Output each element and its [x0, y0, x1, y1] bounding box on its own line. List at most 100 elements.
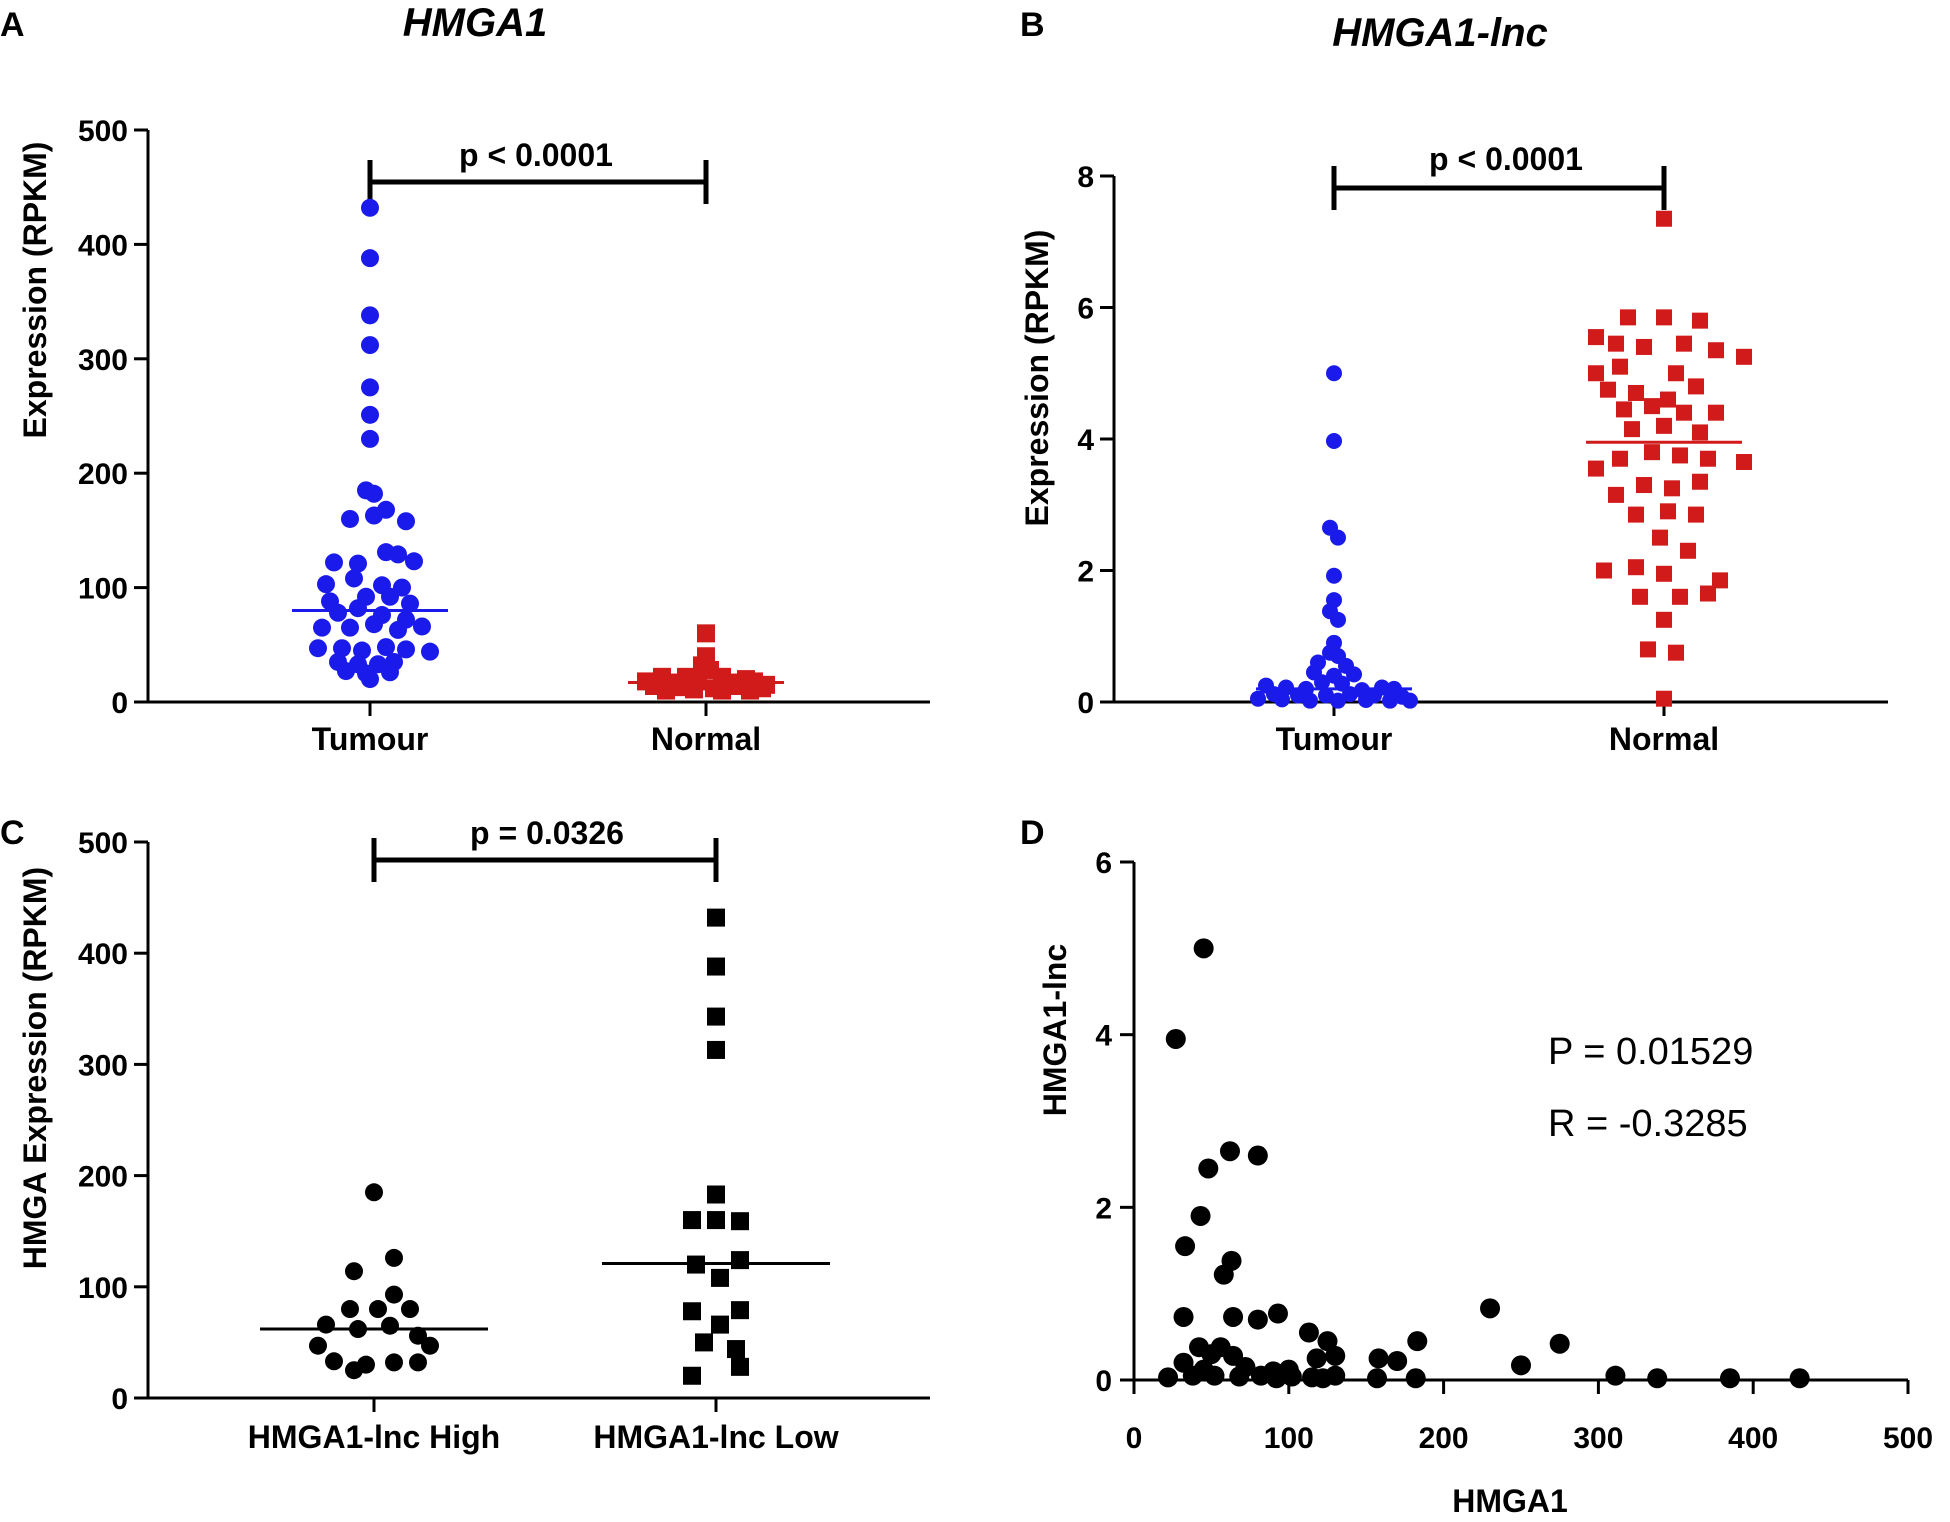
panel-b-y-tick-label: 4: [1077, 424, 1094, 457]
panel-b-normal-point: [1676, 335, 1692, 352]
panel-b-normal-point: [1660, 503, 1676, 520]
panel-a-tumour-point: [361, 378, 379, 397]
panel-a-tumour-point: [309, 639, 327, 658]
panel-b-tumour-point: [1290, 687, 1306, 704]
panel-d-scatter-point: [1306, 1348, 1327, 1369]
panel-a-tumour-point: [377, 638, 395, 657]
panel-b-normal-point: [1708, 342, 1724, 359]
panel-c-hmga1-lnc-high-point: [365, 1183, 383, 1202]
panel-d-scatter-point: [1407, 1331, 1428, 1352]
panel-d-x-tick-label: 400: [1728, 1422, 1778, 1455]
panel-d-scatter-point: [1204, 1365, 1225, 1386]
panel-d-x-tick-label: 200: [1419, 1422, 1469, 1455]
panel-b-normal-point: [1644, 398, 1660, 415]
panel-d-scatter-point: [1190, 1205, 1211, 1226]
panel-b-normal-point: [1672, 588, 1688, 605]
panel-b-normal-point: [1600, 381, 1616, 398]
panel-b-tumour-point: [1274, 691, 1290, 708]
panel-a-tumour-point: [365, 615, 383, 634]
panel-b-y-tick-label: 8: [1077, 161, 1094, 194]
panel-c-hmga1-lnc-low-point: [731, 1212, 749, 1231]
panel-d-scatter-point: [1480, 1298, 1501, 1319]
panel-b-normal-point: [1700, 585, 1716, 602]
panel-b-normal-point: [1620, 309, 1636, 326]
panel-a-tumour-point: [361, 405, 379, 424]
panel-d-scatter-point: [1647, 1368, 1668, 1389]
panel-b-y-tick-label: 0: [1077, 687, 1094, 720]
panel-c-hmga1-lnc-high-point: [345, 1262, 363, 1281]
panel-a-normal-point: [657, 681, 675, 700]
panel-d-r-stat: R = -0.3285: [1548, 1103, 1748, 1145]
panel-c-hmga1-lnc-low-point: [707, 1040, 725, 1059]
panel-c-x-tick-low: HMGA1-lnc Low: [593, 1419, 838, 1455]
panel-b-tumour-point: [1382, 692, 1398, 709]
panel-c-y-axis-label: HMGA Expression (RPKM): [17, 867, 53, 1269]
panel-b-normal-point: [1692, 473, 1708, 490]
panel-c-hmga1-lnc-high-point: [309, 1336, 327, 1355]
panel-a-y-tick-label: 500: [78, 115, 128, 148]
panel-d-x-tick-label: 0: [1126, 1422, 1143, 1455]
panel-b-normal-point: [1608, 335, 1624, 352]
panel-c-hmga1-lnc-low-point: [731, 1251, 749, 1270]
panel-d-y-tick-label: 0: [1095, 1365, 1112, 1398]
panel-b-normal-point: [1736, 454, 1752, 471]
panel-a-tumour-point: [397, 512, 415, 531]
panel-b-normal-point: [1736, 348, 1752, 365]
panel-c-hmga1-lnc-low-point: [707, 1211, 725, 1230]
panel-a-tumour-point: [389, 620, 407, 639]
panel-letter-d: D: [1020, 814, 1045, 852]
panel-b-normal-point: [1612, 358, 1628, 375]
panel-a-y-tick-label: 100: [78, 573, 128, 606]
panel-d-scatter-point: [1219, 1141, 1240, 1162]
panel-d-scatter-point: [1367, 1368, 1388, 1389]
panel-a-tumour-point: [317, 575, 335, 594]
panel-d-scatter-point: [1182, 1365, 1203, 1386]
panel-b-normal-point: [1692, 424, 1708, 441]
panel-c-hmga1-lnc-low-point: [707, 1007, 725, 1026]
panel-b-normal-point: [1700, 450, 1716, 467]
panel-a-tumour-point: [361, 429, 379, 448]
panel-d-scatter-point: [1719, 1368, 1740, 1389]
panel-b-normal-point: [1656, 210, 1672, 227]
panel-a-x-tick-tumour: Tumour: [312, 721, 429, 757]
panel-a-normal-point: [741, 681, 759, 700]
panel-a-tumour-point: [381, 587, 399, 606]
panel-a-tumour-point: [349, 554, 367, 573]
panel-b-normal-point: [1652, 529, 1668, 546]
panel-b-tumour-point: [1330, 692, 1346, 709]
panel-d-scatter-point: [1198, 1158, 1219, 1179]
panel-c-hmga1-lnc-low-point: [683, 1366, 701, 1385]
panel-c-hmga1-lnc-high-point: [421, 1336, 439, 1355]
panel-d-scatter-point: [1229, 1366, 1250, 1387]
panel-b-normal-point: [1664, 480, 1680, 497]
panel-a-p-value: p < 0.0001: [459, 137, 613, 173]
panel-b-tumour-point: [1314, 674, 1330, 691]
panel-d-scatter-point: [1511, 1355, 1531, 1376]
panel-a-tumour-point: [413, 617, 431, 636]
panel-letter-b: B: [1020, 6, 1045, 44]
panel-d-scatter-point: [1250, 1365, 1271, 1386]
panel-a-tumour-point: [401, 594, 419, 613]
panel-d-y-tick-label: 6: [1095, 847, 1112, 880]
panel-d-scatter-point: [1317, 1331, 1338, 1352]
panel-c-hmga1-lnc-high-point: [341, 1300, 359, 1319]
panel-c-hmga1-lnc-high-point: [345, 1361, 363, 1380]
panel-b-normal-point: [1680, 542, 1696, 559]
panel-a-tumour-point: [377, 500, 395, 519]
panel-a-tumour-point: [349, 599, 367, 618]
panel-c-y-tick-label: 200: [78, 1161, 128, 1194]
panel-d-x-tick-label: 100: [1264, 1422, 1314, 1455]
panel-d-scatter-point: [1223, 1306, 1244, 1327]
panel-letter-c: C: [0, 814, 25, 852]
panel-a-y-tick-label: 400: [78, 229, 128, 262]
panel-a-y-axis-label: Expression (RPKM): [17, 142, 53, 439]
panel-c-hmga1-lnc-high-point: [325, 1352, 343, 1371]
panel-a-tumour-point: [421, 642, 439, 661]
panel-c-hmga1-lnc-low-point: [695, 1333, 713, 1352]
panel-d-scatter-point: [1789, 1368, 1810, 1389]
panel-d-scatter-point: [1201, 1344, 1222, 1365]
panel-c-hmga1-lnc-high-point: [401, 1300, 419, 1319]
panel-b-p-value: p < 0.0001: [1429, 141, 1583, 177]
panel-b-normal-point: [1656, 309, 1672, 326]
